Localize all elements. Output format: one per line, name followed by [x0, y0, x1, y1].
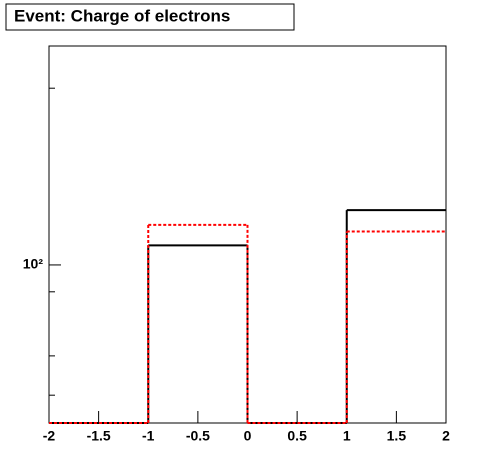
x-tick-label: 1.5 — [387, 428, 407, 444]
x-tick-label: -0.5 — [186, 428, 210, 444]
y-tick-label: 10² — [23, 256, 44, 272]
x-tick-label: 1 — [343, 428, 351, 444]
x-tick-label: -1.5 — [87, 428, 111, 444]
x-tick-label: 0 — [244, 428, 252, 444]
x-tick-label: -2 — [43, 428, 56, 444]
x-tick-label: -1 — [142, 428, 155, 444]
x-tick-label: 0.5 — [287, 428, 307, 444]
x-tick-label: 2 — [442, 428, 450, 444]
title-box — [5, 3, 295, 31]
chart-title: Event: Charge of electrons — [14, 6, 230, 25]
